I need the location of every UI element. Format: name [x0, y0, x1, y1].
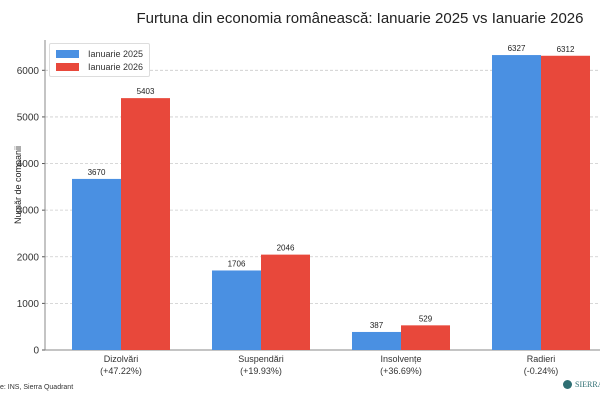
bar-2026: [541, 55, 590, 351]
data-label: 5403: [137, 87, 155, 96]
legend-label: Ianuarie 2025: [88, 48, 144, 59]
x-tick-label: Suspendări: [238, 354, 284, 364]
x-tick-label: Insolvențe: [380, 354, 421, 364]
y-tick-label: 5000: [17, 112, 40, 123]
x-tick-label: Dizolvări: [104, 354, 139, 364]
x-tick-label: Radieri: [527, 354, 556, 364]
logo-icon: [563, 380, 572, 389]
data-label: 2046: [277, 244, 295, 253]
source-note: e: INS, Sierra Quadrant: [0, 384, 74, 391]
x-tick-change-label: (+47.22%): [100, 366, 142, 376]
data-label: 6312: [557, 45, 575, 54]
bar-2025: [72, 178, 121, 350]
data-label: 3670: [88, 168, 106, 177]
y-tick-label: 0: [33, 346, 39, 357]
bar-2026: [261, 254, 310, 350]
legend: Ianuarie 2025 Ianuarie 2026: [49, 43, 151, 77]
legend-item-2026: Ianuarie 2026: [56, 60, 143, 73]
y-tick-label: 1000: [17, 299, 40, 310]
y-tick-label: 6000: [17, 66, 40, 77]
data-label: 529: [419, 314, 433, 323]
bar-2026: [121, 98, 170, 350]
x-tick-change-label: (-0.24%): [524, 366, 559, 376]
chart-title: Furtuna din economia românească: Ianuari…: [136, 10, 584, 27]
bar-2025: [212, 270, 261, 350]
legend-item-2025: Ianuarie 2025: [56, 47, 143, 60]
legend-swatch-2025: [56, 49, 79, 58]
bar-2026: [401, 325, 450, 350]
legend-label: Ianuarie 2026: [88, 61, 144, 72]
sierra-quadrant-logo: SIERRA Q: [563, 380, 600, 389]
legend-swatch-2026: [56, 62, 79, 71]
y-tick-label: 4000: [17, 159, 40, 170]
x-tick-change-label: (+36.69%): [380, 366, 422, 376]
bar-2025: [492, 55, 541, 351]
data-label: 1706: [228, 259, 246, 268]
y-tick-label: 2000: [17, 252, 40, 263]
y-tick-label: 3000: [17, 206, 40, 217]
bar-2025: [352, 331, 401, 350]
x-tick-change-label: (+19.93%): [240, 366, 282, 376]
data-label: 6327: [508, 44, 526, 53]
data-label: 387: [370, 321, 384, 330]
